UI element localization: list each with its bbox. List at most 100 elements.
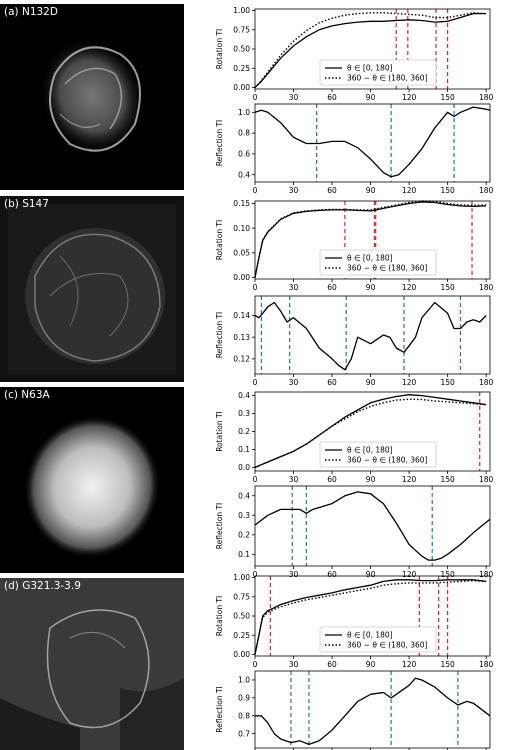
panel-3-rotation-xtick-label-1: 30 [289, 660, 299, 669]
panel-1-rotation-xtick-label-1: 30 [289, 283, 299, 292]
panel-2-rotation-xtick-label-0: 0 [253, 475, 258, 484]
panel-3-rotation-xtick-label-2: 60 [327, 660, 337, 669]
panel-1-reflection-ylabel: Reflection TI [215, 312, 224, 359]
panel-1-rotation-ylabel: Rotation TI [215, 220, 224, 261]
panel-1-rotation-ytick-label-0: 0.00 [233, 273, 250, 282]
panel-3-rotation-xtick-label-3: 90 [366, 660, 376, 669]
panel-0-reflection-series-0 [254, 106, 491, 178]
panel-3-rotation-xtick-label-4: 120 [402, 660, 417, 669]
panel-0-rotation-ytick-label-0: 0.00 [233, 83, 250, 92]
panel-2-rotation-xtick-label-2: 60 [327, 475, 337, 484]
panel-1-rotation-xtick-label-2: 60 [327, 283, 337, 292]
panel-1-rotation-xtick-label-4: 120 [402, 283, 417, 292]
panel-2-rotation-xtick-label-4: 120 [402, 475, 417, 484]
panel-label-c: (c) N63A [4, 389, 50, 401]
panel-0-rotation-xtick-label-5: 150 [440, 93, 455, 102]
panel-2-reflection-xtick-label-1: 30 [289, 570, 299, 579]
panel-1-reflection-xtick-label-3: 90 [366, 378, 376, 387]
panel-1-rotation-xtick-label-0: 0 [253, 283, 258, 292]
panel-label-a: (a) N132D [4, 6, 58, 18]
panel-2-rotation-xtick-label-1: 30 [289, 475, 299, 484]
panel-1-reflection-ytick-label-1: 0.13 [233, 333, 250, 342]
panel-0-rotation-ytick-label-2: 0.50 [233, 45, 250, 54]
panel-0-rotation-xtick-label-4: 120 [402, 93, 417, 102]
panel-3-rotation-legend-dotted-label: 360 − θ ∈ (180, 360] [347, 641, 428, 650]
panel-0-reflection-ytick-label-1: 0.6 [238, 150, 250, 159]
panel-0-rotation-ytick-label-4: 1.00 [233, 6, 250, 15]
panel-2-rotation-legend-solid-label: θ ∈ [0, 180] [347, 446, 393, 455]
panel-2-reflection-frame [254, 485, 491, 567]
panel-3-reflection-ytick-label-1: 0.8 [238, 711, 250, 720]
panel-2-reflection-ylabel: Reflection TI [215, 503, 224, 550]
panel-1-rotation-ytick-label-3: 0.15 [233, 199, 250, 208]
panel-1-rotation-xtick-label-5: 150 [440, 283, 455, 292]
panel-0-reflection-ytick-label-0: 0.4 [238, 170, 250, 179]
panel-0-reflection-xtick-label-2: 60 [327, 186, 337, 195]
panel-0-reflection-frame [254, 103, 491, 183]
panel-0-reflection-xtick-label-6: 180 [479, 186, 494, 195]
panel-2-reflection-ytick-label-1: 0.2 [238, 530, 250, 539]
panel-0-rotation-xtick-label-0: 0 [253, 93, 258, 102]
panel-0-rotation-xtick-label-6: 180 [479, 93, 494, 102]
panel-0-rotation-ylabel: Rotation TI [215, 29, 224, 70]
panel-2-reflection-xtick-label-2: 60 [327, 570, 337, 579]
panel-2-reflection-ytick-label-0: 0.1 [238, 550, 250, 559]
panel-label-d: (d) G321.3-3.9 [4, 580, 81, 592]
panel-0-reflection-ylabel: Reflection TI [215, 120, 224, 167]
panel-2-rotation-ytick-label-4: 0.4 [238, 391, 250, 400]
panel-2-reflection-series-0 [254, 491, 491, 561]
panel-2-reflection-xtick-label-5: 150 [440, 570, 455, 579]
panel-1-rotation-legend-box [319, 249, 437, 276]
panel-0-rotation-xtick-label-3: 90 [366, 93, 376, 102]
panel-0-reflection-xtick-label-3: 90 [366, 186, 376, 195]
panel-0-reflection-xtick-label-0: 0 [253, 186, 258, 195]
panel-2-rotation-ytick-label-0: 0.0 [238, 463, 250, 472]
panel-3-rotation-ytick-label-1: 0.25 [233, 631, 250, 640]
panel-0-reflection-ytick-label-3: 1.0 [238, 108, 250, 117]
panel-2-reflection-ytick-label-3: 0.4 [238, 491, 250, 500]
panel-1-rotation-xtick-label-3: 90 [366, 283, 376, 292]
panel-0-rotation-legend-dotted-label: 360 − θ ∈ (180, 360] [347, 74, 428, 83]
snr-image-n132d: (a) N132D [0, 4, 184, 190]
panel-0-reflection-xtick-label-4: 120 [402, 186, 417, 195]
panel-2-reflection-xtick-label-6: 180 [479, 570, 494, 579]
panel-3-rotation-series-0 [254, 579, 487, 655]
panel-0-rotation-xtick-label-2: 60 [327, 93, 337, 102]
panel-2-rotation-ytick-label-3: 0.3 [238, 409, 250, 418]
panel-1-reflection-xtick-label-6: 180 [479, 378, 494, 387]
panel-3-reflection-ytick-label-2: 0.9 [238, 693, 250, 702]
panel-3-rotation-xtick-label-5: 150 [440, 660, 455, 669]
panel-2-rotation-xtick-label-6: 180 [479, 475, 494, 484]
panel-2-reflection-ytick-label-2: 0.3 [238, 511, 250, 520]
panel-2-rotation-ytick-label-1: 0.1 [238, 445, 250, 454]
panel-2-reflection-xtick-label-4: 120 [402, 570, 417, 579]
panel-1-reflection-xtick-label-0: 0 [253, 378, 258, 387]
panel-3-rotation-ytick-label-2: 0.50 [233, 612, 250, 621]
panel-3-reflection-series-0 [255, 677, 491, 746]
panel-3-reflection-ylabel: Reflection TI [215, 686, 224, 733]
panel-0-rotation-xtick-label-1: 30 [289, 93, 299, 102]
snr-image-s147: (b) S147 [0, 196, 184, 382]
panel-3-reflection-frame [254, 670, 491, 749]
panel-2-rotation-ylabel: Rotation TI [215, 411, 224, 452]
panel-1-rotation-xtick-label-6: 180 [479, 283, 494, 292]
panel-1-rotation-legend-solid-label: θ ∈ [0, 180] [347, 254, 393, 263]
panel-2-reflection-xtick-label-0: 0 [253, 570, 258, 579]
panel-1-reflection-xtick-label-4: 120 [402, 378, 417, 387]
panel-3-reflection-ytick-label-0: 0.7 [238, 729, 250, 738]
panel-1-reflection-xtick-label-1: 30 [289, 378, 299, 387]
panel-1-rotation-series-1 [254, 200, 487, 278]
panel-1-rotation-ytick-label-2: 0.10 [233, 224, 250, 233]
panel-0-reflection-ytick-label-2: 0.8 [238, 129, 250, 138]
panel-2-rotation-legend-box [319, 441, 437, 468]
panel-1-reflection-xtick-label-5: 150 [440, 378, 455, 387]
panel-3-rotation-ytick-label-3: 0.75 [233, 592, 250, 601]
panel-1-rotation-legend-dotted-label: 360 − θ ∈ (180, 360] [347, 264, 428, 273]
panel-2-rotation-legend-dotted-label: 360 − θ ∈ (180, 360] [347, 456, 428, 465]
panel-1-rotation-series-0 [254, 201, 487, 278]
panel-0-rotation-series-0 [254, 12, 487, 88]
panel-1-reflection-xtick-label-2: 60 [327, 378, 337, 387]
panel-3-reflection-ytick-label-3: 1.0 [238, 676, 250, 685]
panel-1-reflection-ytick-label-2: 0.14 [233, 311, 250, 320]
